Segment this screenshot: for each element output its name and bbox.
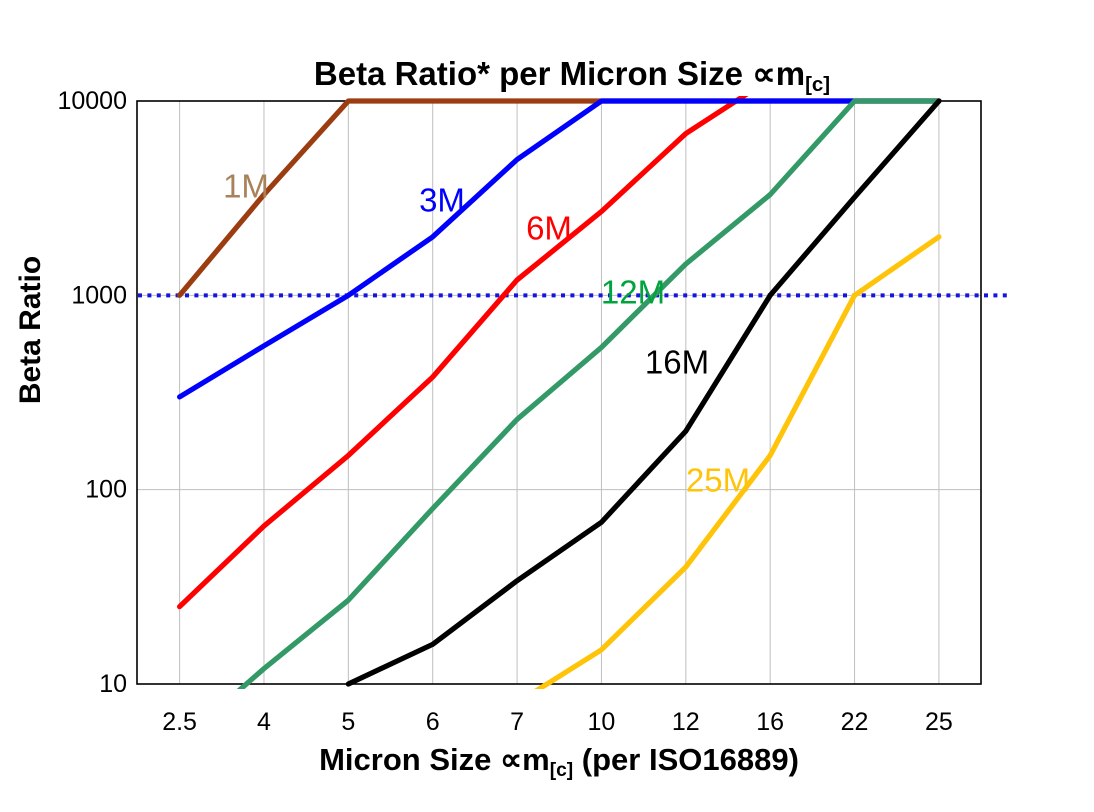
x-axis-title-suffix: (per ISO16889) <box>573 742 799 777</box>
series-line-3M <box>177 98 942 400</box>
series-label-16M: 16M <box>645 344 709 381</box>
y-tick-label-10: 10 <box>99 670 127 698</box>
x-tick-label-10: 10 <box>588 708 616 736</box>
x-axis-title-subscript: [c] <box>549 759 574 781</box>
x-tick-label-16: 16 <box>756 708 784 736</box>
series-label-3M: 3M <box>419 182 465 219</box>
y-tick-label-1000: 1000 <box>71 281 127 309</box>
series-label-12M: 12M <box>601 274 665 311</box>
x-tick-label-25: 25 <box>925 708 953 736</box>
series-line-12M <box>236 98 942 689</box>
series-label-25M: 25M <box>686 462 750 499</box>
x-tick-label-7: 7 <box>510 708 524 736</box>
x-axis-title: Micron Size ∝m[c] (per ISO16889) <box>137 742 981 782</box>
x-axis-title-text: Micron Size ∝m <box>319 742 550 777</box>
x-tick-label-12: 12 <box>672 708 700 736</box>
x-tick-label-22: 22 <box>841 708 869 736</box>
x-tick-label-6: 6 <box>426 708 440 736</box>
x-tick-label-2.5: 2.5 <box>162 708 197 736</box>
series-line-25M <box>534 234 942 689</box>
chart-title-subscript: [c] <box>805 73 831 97</box>
series-line-6M <box>177 96 749 610</box>
x-tick-label-4: 4 <box>257 708 271 736</box>
series-label-1M: 1M <box>223 168 269 205</box>
y-tick-label-100: 100 <box>85 476 127 504</box>
x-tick-label-5: 5 <box>341 708 355 736</box>
series-label-6M: 6M <box>526 210 572 247</box>
series-line-16M <box>345 98 942 687</box>
chart-title: Beta Ratio* per Micron Size ∝m[c] <box>150 54 994 97</box>
chart-title-text: Beta Ratio* per Micron Size ∝m <box>313 55 806 92</box>
y-tick-label-10000: 10000 <box>57 87 127 115</box>
